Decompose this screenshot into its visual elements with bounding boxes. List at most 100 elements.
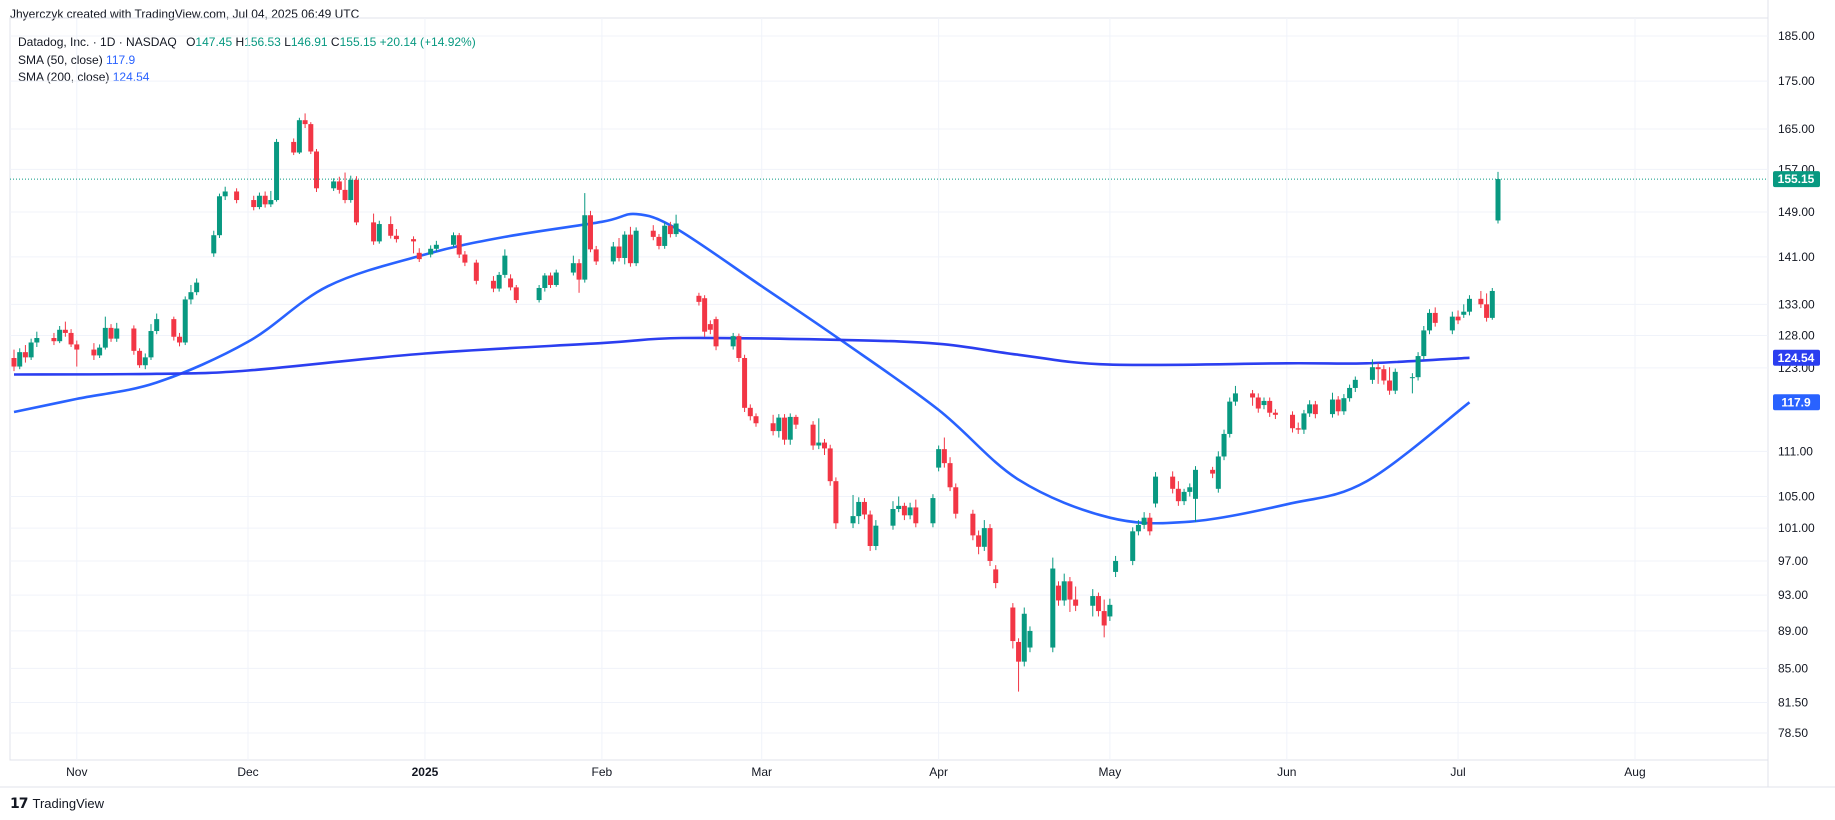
- candle-body: [1341, 398, 1347, 412]
- candle-body: [22, 352, 28, 358]
- candle-body: [268, 200, 274, 205]
- sma200-tag-text: 124.54: [1778, 351, 1815, 365]
- candle: [1130, 527, 1136, 566]
- candle: [74, 340, 80, 367]
- symbol-title: Datadog, Inc. · 1D · NASDAQ: [18, 35, 177, 49]
- tradingview-logo[interactable]: 𝟭𝟳 TradingView: [10, 795, 104, 812]
- y-tick-label: 185.00: [1778, 29, 1815, 43]
- candle: [182, 296, 188, 346]
- candle-body: [1375, 367, 1381, 370]
- candle-body: [1301, 413, 1307, 430]
- candle: [696, 292, 702, 306]
- candle-body: [1392, 371, 1398, 391]
- candle-body: [1335, 399, 1341, 412]
- candle: [411, 236, 417, 254]
- candle-body: [856, 501, 862, 517]
- candle-body: [1409, 377, 1415, 379]
- candle-body: [342, 189, 348, 201]
- candle-body: [850, 516, 856, 524]
- candle: [1261, 397, 1267, 410]
- candle-body: [650, 230, 656, 237]
- candle-body: [182, 299, 188, 343]
- candle: [782, 414, 788, 445]
- legend-sma200-row: SMA (200, close) 124.54: [18, 69, 476, 87]
- low-label: L: [284, 35, 291, 49]
- candle-body: [1272, 412, 1278, 415]
- candle-body: [930, 498, 936, 524]
- candle: [342, 172, 348, 204]
- price-axis[interactable]: 185.00175.00165.00157.00149.00141.00133.…: [1773, 29, 1820, 740]
- candle-body: [1432, 312, 1438, 323]
- candle: [268, 190, 274, 208]
- candle-body: [1381, 369, 1387, 381]
- time-axis[interactable]: Nov Dec 2025 Feb Mar Apr May Jun Jul Aug: [66, 765, 1646, 779]
- candle: [1101, 599, 1107, 638]
- candle-body: [816, 442, 822, 446]
- candle-body: [314, 151, 320, 189]
- candle: [1295, 422, 1301, 434]
- candle: [816, 418, 822, 450]
- candle-body: [753, 416, 759, 424]
- candle: [216, 193, 222, 239]
- candle-body: [810, 424, 816, 446]
- candle-body: [633, 230, 639, 264]
- candle: [131, 325, 137, 355]
- candle-body: [74, 344, 80, 350]
- candle: [593, 245, 599, 265]
- candle: [1095, 592, 1101, 617]
- candle: [1461, 304, 1467, 318]
- candle-body: [890, 508, 896, 526]
- x-tick-label: 2025: [412, 765, 439, 779]
- candle: [336, 176, 342, 194]
- candle-body: [1113, 560, 1119, 572]
- candle: [1073, 586, 1079, 612]
- candle-body: [913, 507, 919, 524]
- grid: [0, 0, 1835, 788]
- candle: [1484, 293, 1490, 322]
- candle-body: [1101, 611, 1107, 626]
- candle: [1307, 400, 1313, 417]
- candle-body: [502, 255, 508, 275]
- candle-body: [1215, 456, 1221, 489]
- candle-body: [1050, 568, 1056, 648]
- candle-body: [496, 274, 502, 289]
- y-tick-label: 78.50: [1778, 726, 1808, 740]
- candle: [296, 117, 302, 155]
- candle: [1147, 512, 1153, 536]
- candle: [633, 227, 639, 267]
- candle: [1090, 589, 1096, 617]
- candle-body: [148, 331, 154, 358]
- candle: [867, 510, 873, 551]
- candle-body: [1495, 179, 1501, 221]
- candle: [787, 413, 793, 445]
- y-tick-label: 89.00: [1778, 624, 1808, 638]
- candle-body: [1307, 404, 1313, 414]
- candle-body: [28, 342, 34, 358]
- candle-body: [1187, 487, 1193, 492]
- sma200-tag: 124.54: [1773, 349, 1820, 366]
- candle-body: [1141, 517, 1147, 525]
- candle: [371, 213, 377, 245]
- candle-body: [62, 329, 68, 333]
- candle: [1495, 171, 1501, 224]
- candle: [154, 313, 160, 335]
- candle-body: [702, 298, 708, 332]
- candle-body: [707, 324, 713, 330]
- close-label: C: [330, 35, 340, 49]
- candle-body: [97, 347, 103, 356]
- candle: [1232, 385, 1238, 406]
- candle-body: [736, 336, 742, 359]
- candle-body: [593, 249, 599, 262]
- candle: [428, 245, 434, 258]
- candle: [536, 284, 542, 303]
- candle-body: [896, 505, 902, 509]
- candle: [1061, 573, 1067, 606]
- candle-body: [770, 423, 776, 432]
- candle-body: [793, 416, 799, 425]
- sma50-label: SMA (50, close): [18, 52, 103, 67]
- candle: [850, 494, 856, 529]
- candle-body: [34, 338, 40, 343]
- candle: [1449, 311, 1455, 335]
- candle: [376, 220, 382, 244]
